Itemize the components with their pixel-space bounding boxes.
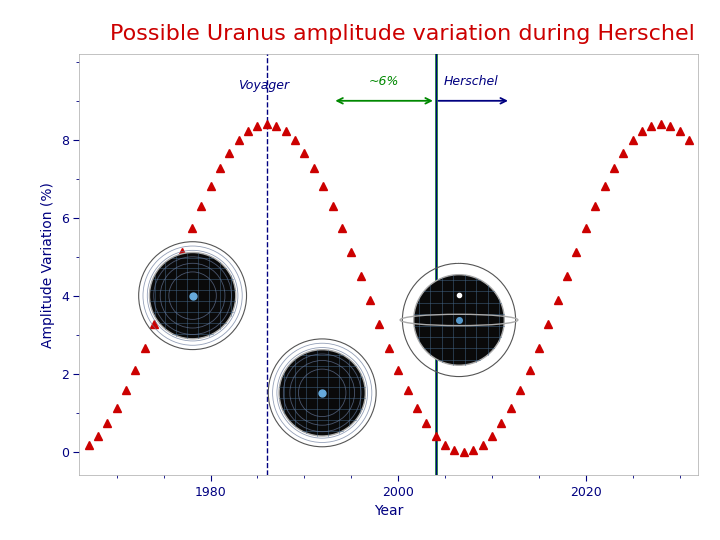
Text: Uranus: Uranus <box>313 334 331 340</box>
Circle shape <box>150 253 235 339</box>
Text: Herschel: Herschel <box>444 75 498 88</box>
Circle shape <box>279 350 365 436</box>
Text: Possible Uranus amplitude variation during Herschel: Possible Uranus amplitude variation duri… <box>110 24 695 44</box>
Text: ~6%: ~6% <box>369 75 400 88</box>
Circle shape <box>414 275 504 365</box>
Text: Uranus: Uranus <box>184 237 202 242</box>
Y-axis label: Amplitude Variation (%): Amplitude Variation (%) <box>41 181 55 348</box>
Text: Uranus: Uranus <box>450 259 468 264</box>
Text: Voyager: Voyager <box>238 79 289 92</box>
X-axis label: Year: Year <box>374 504 403 518</box>
